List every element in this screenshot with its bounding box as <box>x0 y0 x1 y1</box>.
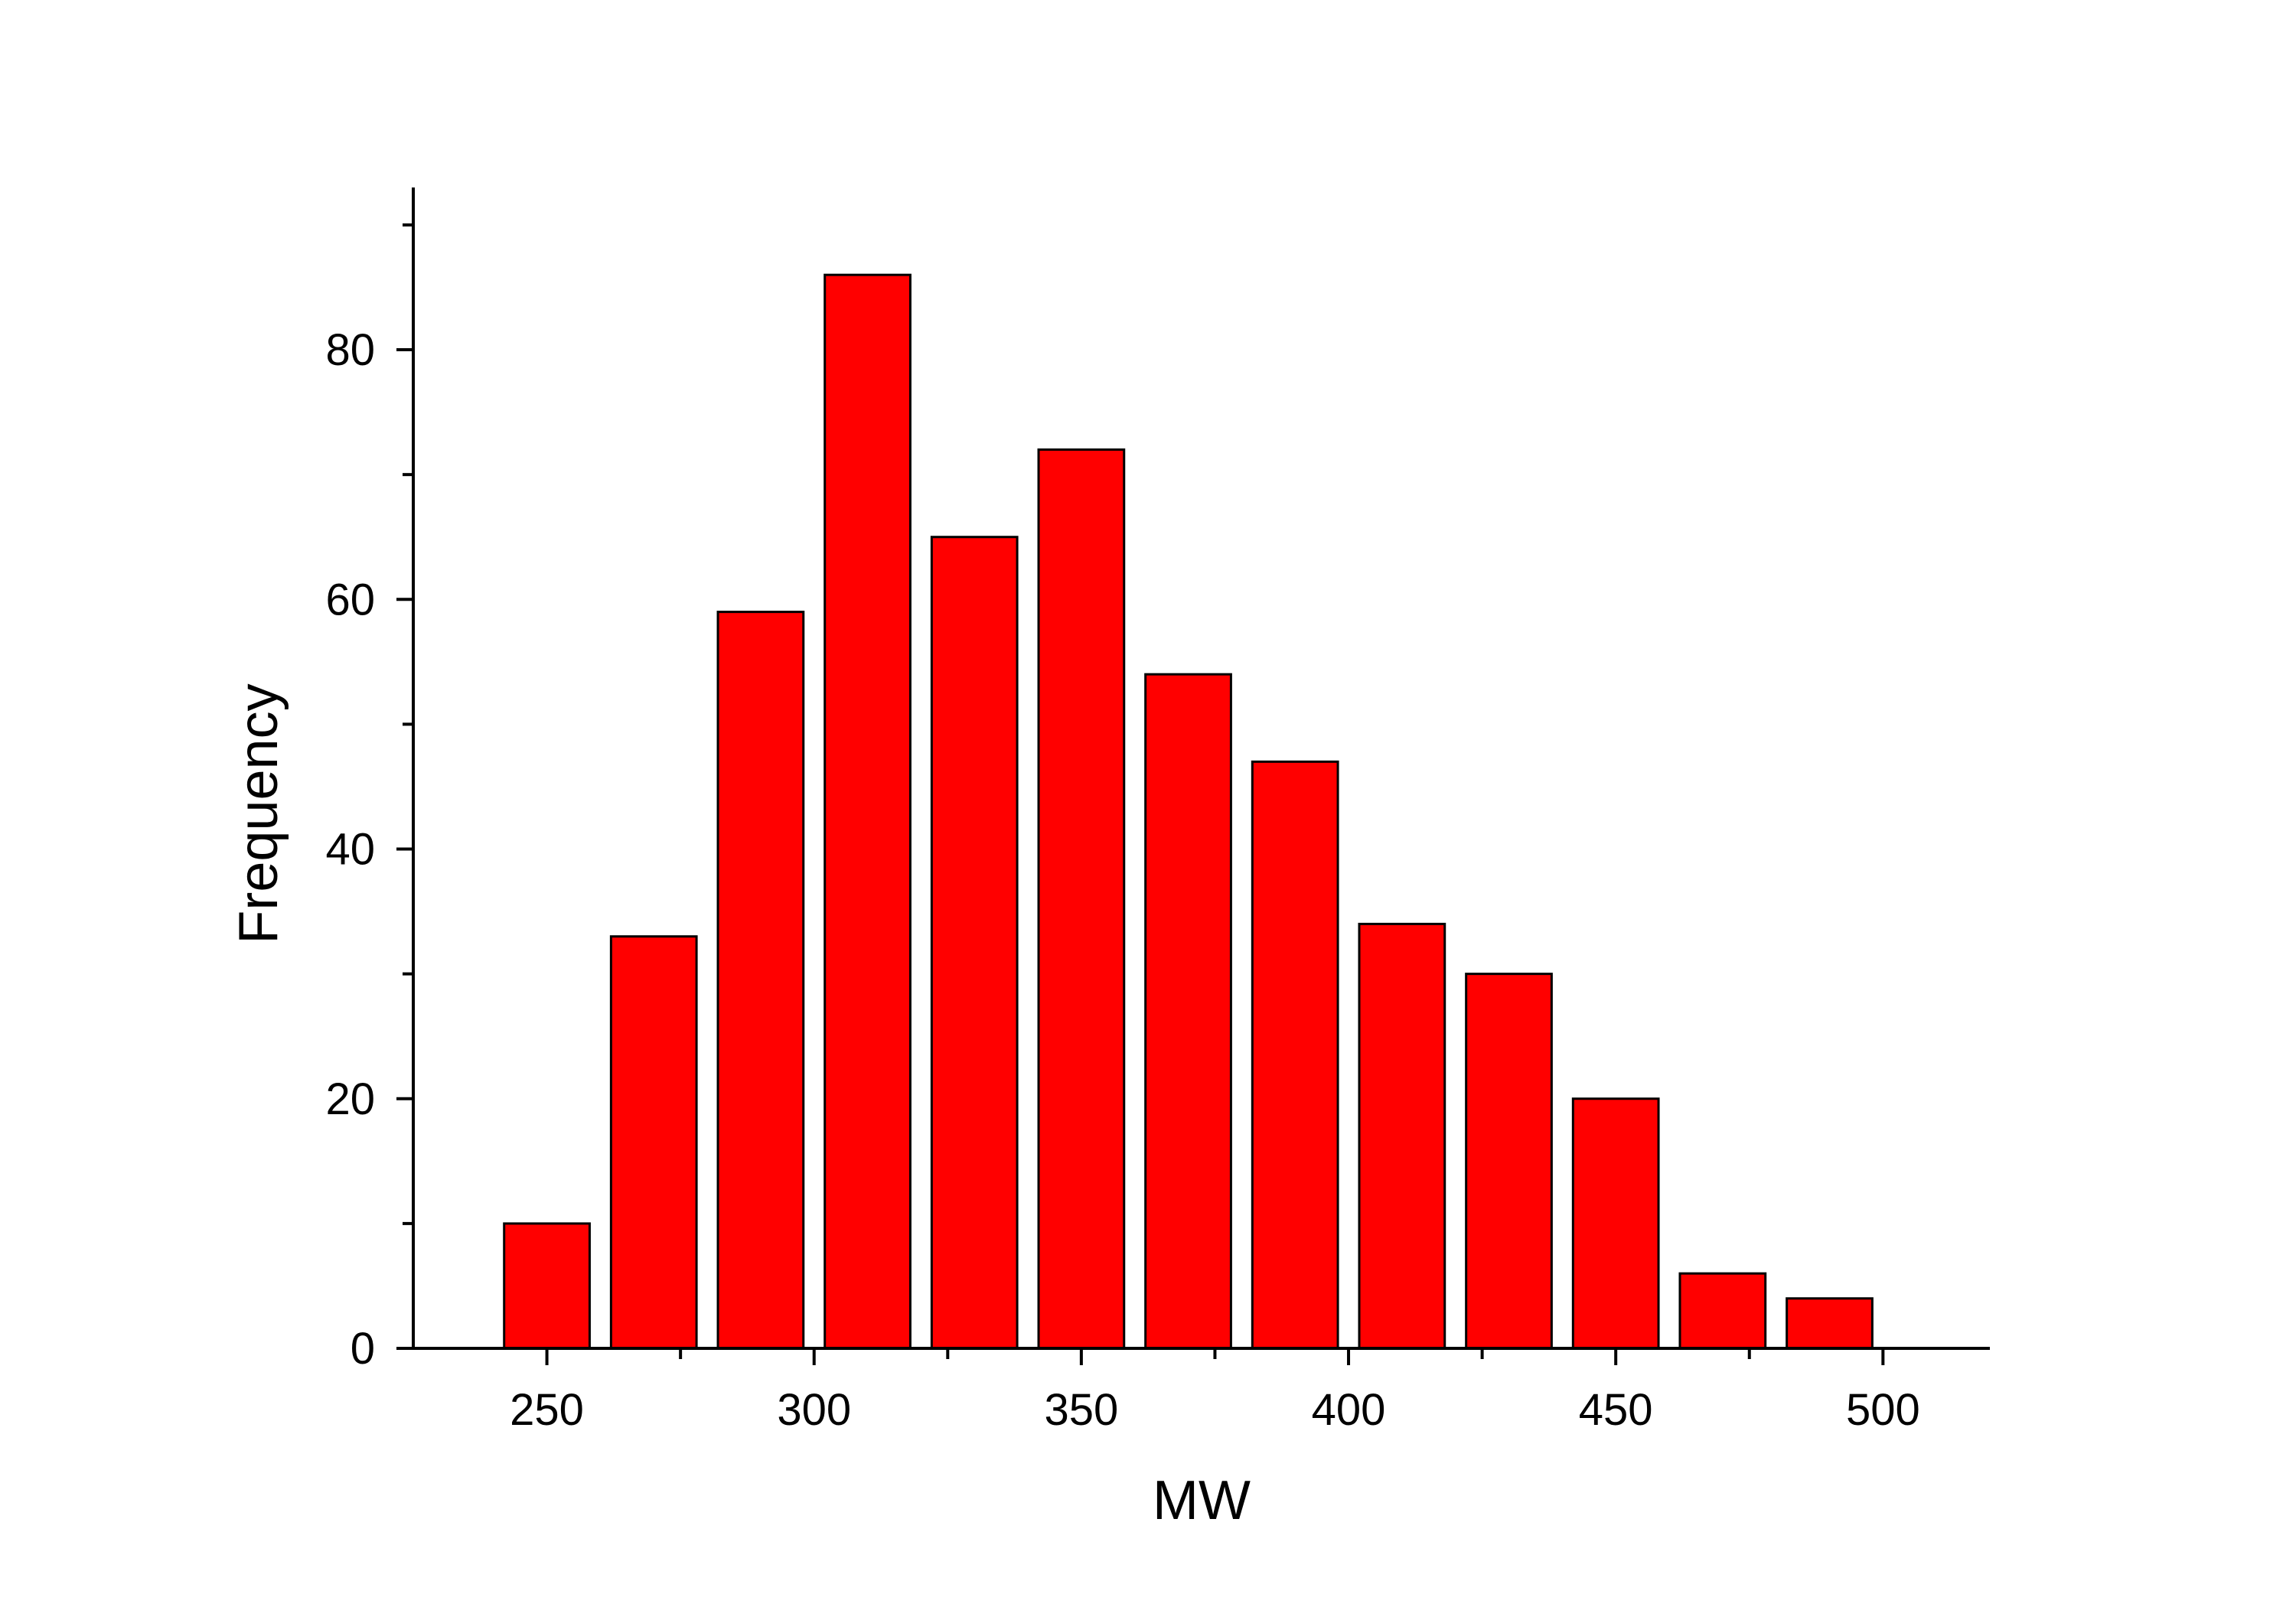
y-axis-ticks: 0 20 40 60 80 <box>325 223 413 1374</box>
bars-group <box>503 273 1874 1350</box>
histogram-bar <box>716 611 805 1350</box>
y-tick-label: 80 <box>325 325 375 375</box>
histogram-bar <box>1678 1272 1767 1350</box>
histogram-bar <box>1144 673 1232 1350</box>
x-tick-label: 400 <box>1312 1385 1386 1435</box>
x-tick-label: 450 <box>1579 1385 1653 1435</box>
histogram-bar <box>1571 1097 1660 1350</box>
y-tick-label: 40 <box>325 825 375 875</box>
histogram-bar <box>1358 922 1446 1350</box>
histogram-bar <box>609 935 698 1350</box>
histogram-bar <box>1786 1297 1874 1350</box>
y-tick-label: 20 <box>325 1074 375 1124</box>
axes-group <box>412 187 1990 1350</box>
x-tick-label: 300 <box>777 1385 851 1435</box>
x-tick-label: 500 <box>1846 1385 1920 1435</box>
histogram-bar <box>930 536 1019 1350</box>
y-axis-title: Frequency <box>228 683 289 944</box>
histogram-bar <box>823 273 912 1350</box>
y-tick-label: 0 <box>351 1324 375 1374</box>
histogram-bar <box>1465 973 1553 1350</box>
histogram-bar <box>503 1222 591 1350</box>
x-axis-title: MW <box>1153 1470 1251 1531</box>
x-tick-label: 250 <box>510 1385 584 1435</box>
y-tick-label: 60 <box>325 575 375 624</box>
histogram-bar <box>1251 760 1339 1350</box>
x-axis-ticks: 250 300 350 400 450 500 <box>510 1348 1920 1435</box>
x-tick-label: 350 <box>1044 1385 1118 1435</box>
histogram-bar <box>1037 448 1126 1350</box>
